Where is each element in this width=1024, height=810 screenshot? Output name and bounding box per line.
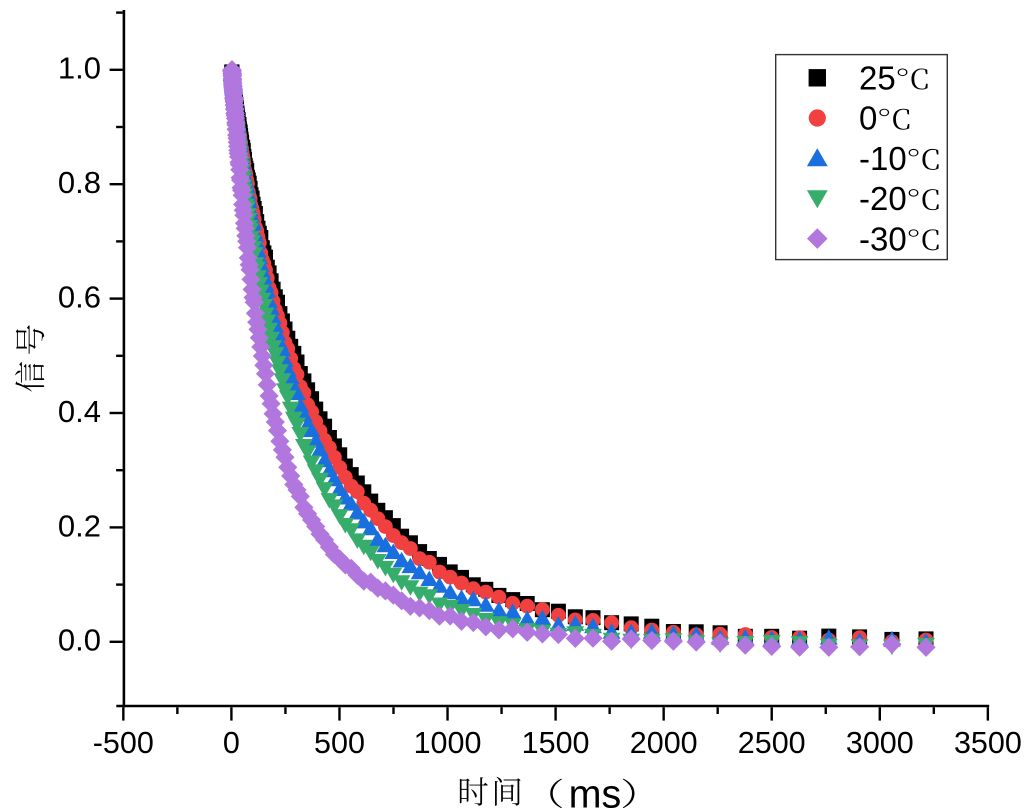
svg-text:ms: ms xyxy=(569,772,622,810)
svg-text:1000: 1000 xyxy=(414,726,482,760)
svg-text:0.4: 0.4 xyxy=(58,394,101,429)
svg-text:25: 25 xyxy=(859,60,896,97)
svg-text:0.2: 0.2 xyxy=(58,508,101,543)
svg-text:3500: 3500 xyxy=(954,726,1022,760)
svg-text:500: 500 xyxy=(314,726,365,760)
svg-text:-10: -10 xyxy=(859,140,907,177)
svg-text:0.6: 0.6 xyxy=(58,280,101,315)
svg-text:0.8: 0.8 xyxy=(58,165,101,200)
svg-text:0: 0 xyxy=(859,100,877,137)
svg-text:2500: 2500 xyxy=(738,726,806,760)
svg-text:0: 0 xyxy=(223,726,240,760)
svg-text:1500: 1500 xyxy=(522,726,590,760)
svg-text:0.0: 0.0 xyxy=(58,623,101,658)
svg-text:3000: 3000 xyxy=(846,726,914,760)
svg-text:-30: -30 xyxy=(859,220,907,257)
svg-text:-20: -20 xyxy=(859,180,907,217)
svg-text:2000: 2000 xyxy=(630,726,698,760)
svg-text:1.0: 1.0 xyxy=(58,51,101,86)
svg-text:-500: -500 xyxy=(93,726,154,760)
